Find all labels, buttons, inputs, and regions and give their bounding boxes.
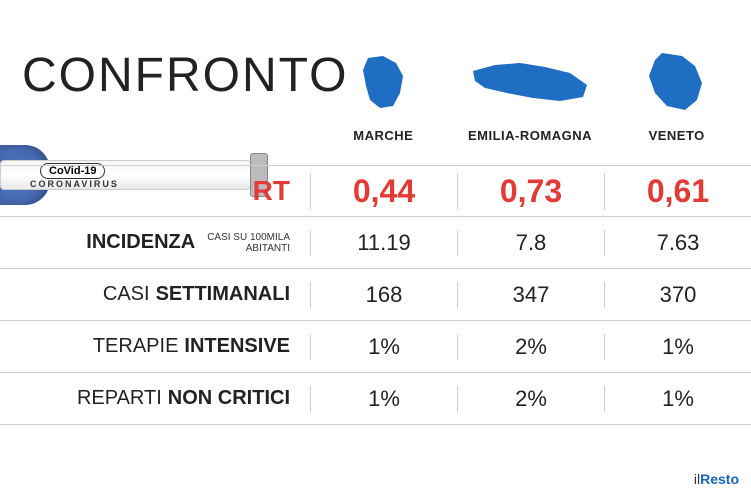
cell-reparti-emilia: 2%: [457, 386, 604, 412]
cell-casi-marche: 168: [310, 282, 457, 308]
label-terapie-bold: INTENSIVE: [184, 335, 290, 358]
region-col-veneto: VENETO: [603, 45, 750, 143]
cell-reparti-veneto: 1%: [604, 386, 751, 412]
row-label-rt: RT: [0, 175, 310, 207]
label-incidenza: INCIDENZA: [86, 231, 195, 254]
region-col-emilia: EMILIA-ROMAGNA: [457, 45, 604, 143]
cell-incidenza-marche: 11.19: [310, 230, 457, 256]
table-row-terapie: TERAPIE INTENSIVE 1% 2% 1%: [0, 321, 751, 373]
region-col-marche: MARCHE: [310, 45, 457, 143]
row-label-reparti: REPARTI NON CRITICI: [0, 387, 310, 410]
region-header-row: MARCHE EMILIA-ROMAGNA VENETO: [310, 45, 750, 143]
row-label-casi: CASI SETTIMANALI: [0, 283, 310, 306]
comparison-table: RT 0,44 0,73 0,61 INCIDENZA CASI SU 100M…: [0, 165, 751, 425]
cell-incidenza-emilia: 7.8: [457, 230, 604, 256]
region-name-veneto: VENETO: [603, 128, 750, 143]
table-row-reparti: REPARTI NON CRITICI 1% 2% 1%: [0, 373, 751, 425]
footer-logo: ilResto: [694, 471, 739, 487]
sublabel-line2: ABITANTI: [246, 243, 290, 254]
label-reparti-light: REPARTI: [77, 387, 162, 410]
sublabel-incidenza: CASI SU 100MILA ABITANTI: [207, 232, 290, 254]
cell-terapie-veneto: 1%: [604, 334, 751, 360]
cell-incidenza-veneto: 7.63: [604, 230, 751, 256]
cell-casi-emilia: 347: [457, 282, 604, 308]
region-name-emilia: EMILIA-ROMAGNA: [457, 128, 604, 143]
label-reparti-bold: NON CRITICI: [168, 387, 290, 410]
label-casi-light: CASI: [103, 283, 150, 306]
cell-reparti-marche: 1%: [310, 386, 457, 412]
table-row-incidenza: INCIDENZA CASI SU 100MILA ABITANTI 11.19…: [0, 217, 751, 269]
row-label-incidenza: INCIDENZA CASI SU 100MILA ABITANTI: [0, 231, 310, 254]
region-name-marche: MARCHE: [310, 128, 457, 143]
cell-terapie-emilia: 2%: [457, 334, 604, 360]
sublabel-line1: CASI SU 100MILA: [207, 232, 290, 243]
cell-rt-emilia: 0,73: [457, 173, 604, 210]
label-terapie-light: TERAPIE: [93, 335, 179, 358]
footer-resto: Resto: [700, 471, 739, 487]
page-title: CONFRONTO: [22, 48, 348, 103]
label-casi-bold: SETTIMANALI: [156, 283, 290, 306]
region-shape-marche: [310, 45, 457, 120]
region-shape-veneto: [603, 45, 750, 120]
cell-rt-marche: 0,44: [310, 173, 457, 210]
table-row-casi: CASI SETTIMANALI 168 347 370: [0, 269, 751, 321]
cell-casi-veneto: 370: [604, 282, 751, 308]
row-label-terapie: TERAPIE INTENSIVE: [0, 335, 310, 358]
cell-rt-veneto: 0,61: [604, 173, 751, 210]
cell-terapie-marche: 1%: [310, 334, 457, 360]
table-row-rt: RT 0,44 0,73 0,61: [0, 165, 751, 217]
region-shape-emilia: [457, 45, 604, 120]
